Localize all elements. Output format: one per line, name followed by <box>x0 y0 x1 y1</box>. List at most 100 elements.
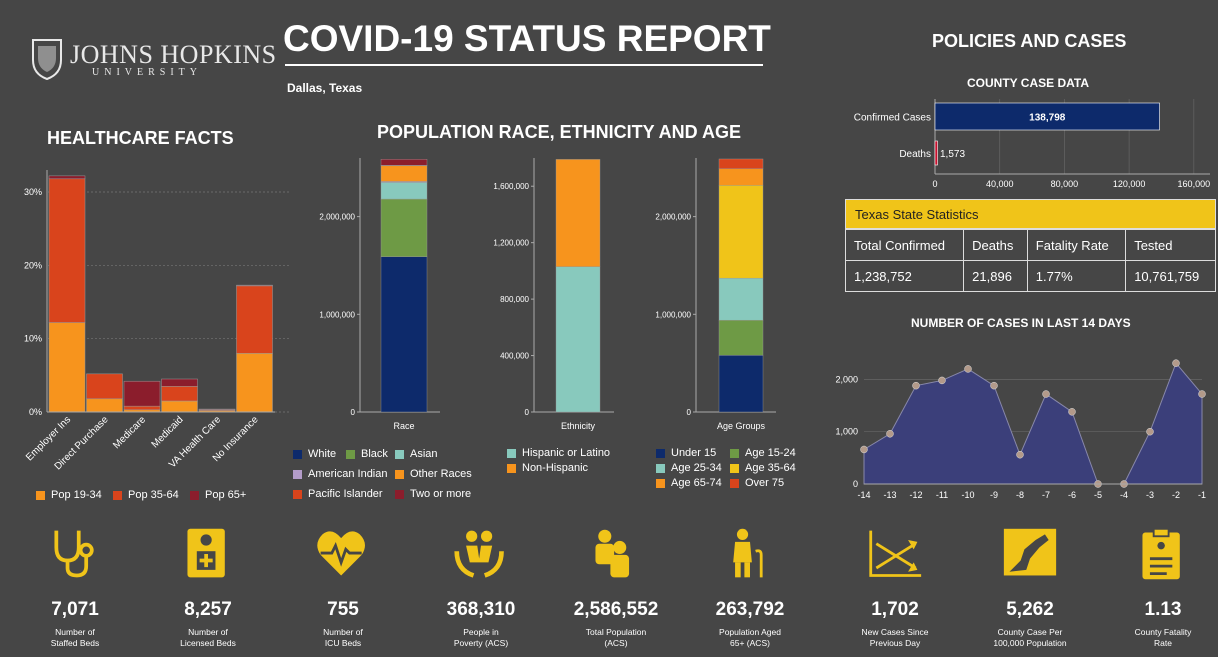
data-point <box>990 381 998 390</box>
hands-people-icon <box>454 530 504 578</box>
x-tick-label: Race <box>393 421 414 431</box>
clipboard-icon <box>1142 527 1180 580</box>
data-label: 1,573 <box>940 149 965 160</box>
x-tick-label: Age Groups <box>717 421 766 431</box>
legend-label: Age 65-74 <box>671 477 722 489</box>
legend-pop-65-plus: Pop 65+ <box>190 489 246 501</box>
legend-label: Non-Hispanic <box>522 462 589 474</box>
legend-label: Hispanic or Latino <box>522 447 611 459</box>
bar-segment <box>198 408 236 411</box>
stat-value: 368,310 <box>446 599 516 620</box>
x-tick-label: 80,000 <box>1051 179 1079 189</box>
bar <box>934 140 938 166</box>
texas-col-deaths: Deaths <box>963 229 1028 261</box>
x-tick-label: -7 <box>1042 490 1050 500</box>
data-point <box>964 365 972 373</box>
bar-segment <box>718 355 764 413</box>
y-tick-label: 1,000,000 <box>319 310 355 319</box>
y-tick-label: 1,600,000 <box>493 182 529 191</box>
x-tick-label: -5 <box>1094 490 1102 500</box>
data-point <box>912 381 920 390</box>
bar-segment <box>86 373 123 400</box>
stat-label: Total Population (ACS) <box>585 627 647 648</box>
y-tick-label: 2,000 <box>835 374 858 384</box>
legend-over-75: Over 75 <box>730 477 784 489</box>
ethnicity-legend: Hispanic or Latino Non-Hispanic <box>507 447 637 487</box>
stat-label: Number of ICU Beds <box>323 627 363 648</box>
stat-card: 2,586,552 Total Population (ACS) <box>551 599 681 649</box>
legend-hispanic: Hispanic or Latino <box>507 447 610 459</box>
bar-segment <box>161 400 198 413</box>
bar-segment <box>718 319 764 356</box>
legend-white: White <box>293 448 336 460</box>
stat-value: 7,071 <box>51 599 99 620</box>
stat-card: 368,310 People in Poverty (ACS) <box>416 599 546 649</box>
bar-segment <box>718 185 764 279</box>
age-legend: Under 15 Age 15-24 Age 25-34 Age 35-64 A… <box>656 447 806 495</box>
stat-card: 1.13 County Fatality Rate <box>1098 599 1218 649</box>
data-point <box>1042 390 1050 398</box>
x-tick-label: -11 <box>936 490 948 500</box>
y-tick-label: 0 <box>525 408 530 417</box>
legend-label: American Indian <box>308 468 388 480</box>
legend-label: White <box>308 448 337 460</box>
legend-black: Black <box>346 448 388 460</box>
elderly-icon <box>733 528 763 578</box>
legend-label: Two or more <box>410 488 472 500</box>
stat-card: 7,071 Number of Staffed Beds <box>10 599 140 649</box>
location-label: Dallas, Texas <box>287 81 363 95</box>
legend-label: Asian <box>410 448 438 460</box>
population-icon <box>595 529 630 578</box>
stat-card: 263,792 Population Aged 65+ (ACS) <box>685 599 815 649</box>
legend-label: Pacific Islander <box>308 488 383 500</box>
stat-label: County Fatality Rate <box>1134 627 1192 648</box>
legend-asian: Asian <box>395 448 438 460</box>
legend-age-25-34: Age 25-34 <box>656 462 722 474</box>
area-fill <box>863 362 1203 485</box>
x-tick-label: -6 <box>1068 490 1076 500</box>
x-tick-label: -8 <box>1016 490 1024 500</box>
x-tick-label: Medicaid <box>150 414 186 450</box>
legend-non-hispanic: Non-Hispanic <box>507 462 588 474</box>
stat-label: County Case Per 100,000 Population <box>993 627 1067 648</box>
y-tick-label: Confirmed Cases <box>854 113 931 124</box>
page-title: COVID-19 STATUS REPORT <box>283 18 771 59</box>
x-tick-label: -10 <box>961 490 974 500</box>
stat-value: 1.13 <box>1144 599 1182 620</box>
y-tick-label: 1,000 <box>835 427 858 437</box>
x-tick-label: -1 <box>1198 490 1206 500</box>
stat-card: 755 Number of ICU Beds <box>278 599 408 649</box>
data-point <box>1068 408 1076 416</box>
x-tick-label: 40,000 <box>986 179 1014 189</box>
legend-label: Black <box>361 448 388 460</box>
legend-label: Pop 65+ <box>205 489 247 501</box>
bar-segment <box>718 158 764 169</box>
stat-card: 5,262 County Case Per 100,000 Population <box>965 599 1095 649</box>
y-tick-label: 30% <box>24 187 42 197</box>
bar-segment <box>236 353 273 413</box>
texas-col-total-confirmed: Total Confirmed <box>844 229 965 261</box>
population-title: POPULATION RACE, ETHNICITY AND AGE <box>377 122 742 142</box>
bar-segment <box>380 159 428 166</box>
legend-label: Pop 35-64 <box>128 489 179 501</box>
cases-14-chart: 0 1,000 2,000 -14 -13 -12 -11 -10 -9 -8 -7 -6 -5 -4 -3… <box>835 359 1206 500</box>
trend-arrows-icon <box>869 530 922 577</box>
stat-card: 8,257 Number of Licensed Beds <box>143 599 273 649</box>
bar-segment <box>236 284 273 287</box>
legend-two-or-more: Two or more <box>395 488 471 500</box>
age-chart: 0 1,000,000 2,000,000 Age Groups <box>655 158 776 431</box>
bar-segment <box>380 198 428 257</box>
data-point <box>1146 427 1154 436</box>
texas-total-confirmed: 1,238,752 <box>844 260 965 292</box>
stethoscope-icon <box>54 530 94 578</box>
texas-stats-table: Total Confirmed Deaths Fatality Rate Tes… <box>844 229 1216 292</box>
logo-wordmark: JOHNS HOPKINS <box>70 40 277 69</box>
stat-value: 755 <box>327 599 359 620</box>
policies-title: POLICIES AND CASES <box>932 31 1127 51</box>
bar-segment <box>718 168 764 186</box>
data-point <box>860 445 868 454</box>
stat-label: People in Poverty (ACS) <box>453 627 509 648</box>
ethnicity-chart: 0 400,000 800,000 1,200,000 1,600,000 Ethnici… <box>493 158 614 431</box>
stat-value: 5,262 <box>1006 599 1054 620</box>
x-tick-label: Ethnicity <box>561 421 596 431</box>
